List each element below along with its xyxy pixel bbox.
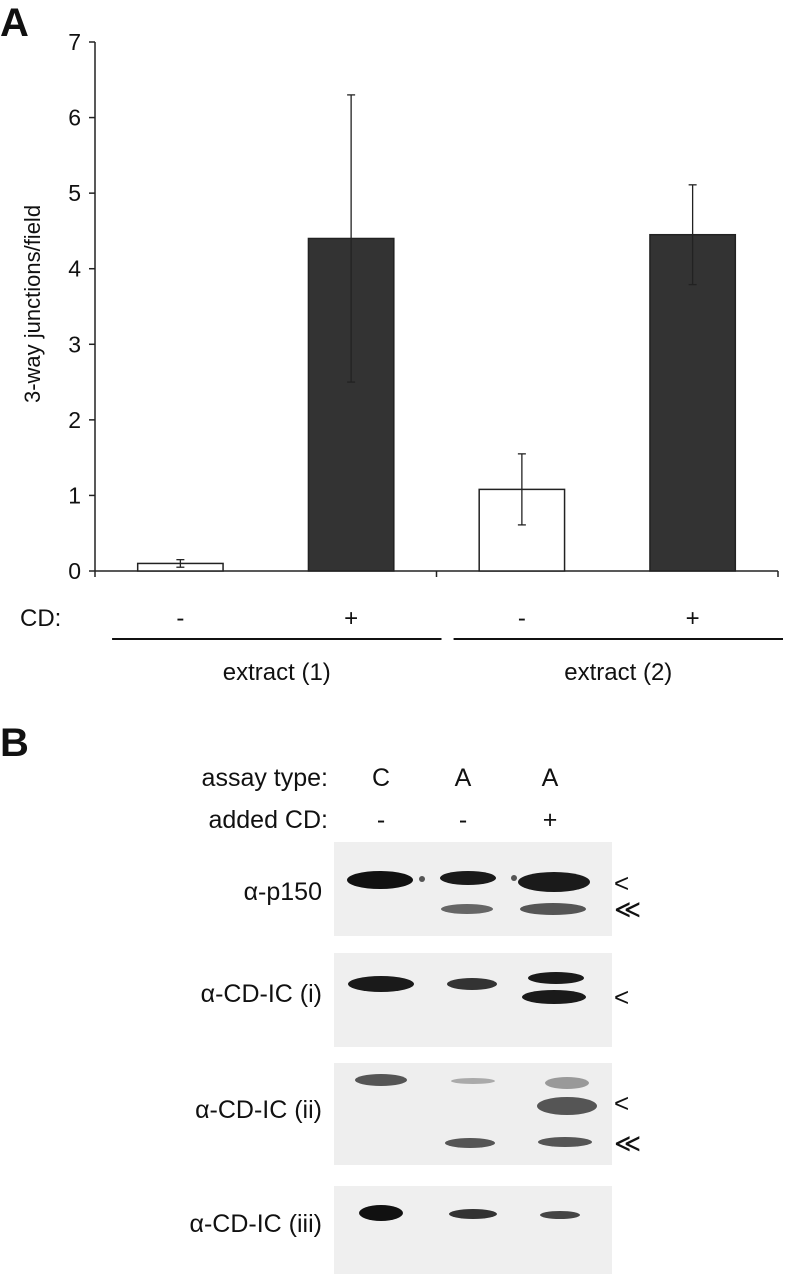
assay-type-lane-3: A [542,764,559,792]
group-labels: extract (1) extract (2) [112,638,783,686]
bars [94,94,779,577]
blot-membrane [334,1186,612,1274]
band [540,1211,580,1219]
x-category-labels: - + - + [176,605,699,632]
marker-single-p150: < [614,868,629,898]
assay-type-lane-2: A [455,764,472,792]
blot-cdic-iii [334,1186,612,1274]
band [545,1077,589,1089]
assay-type-lane-1: C [372,764,390,792]
band [447,978,497,990]
y-axis-label: 3-way junctions/field [20,205,45,403]
y-tick-label: 4 [68,256,81,282]
blot-cdic-ii [334,1063,612,1165]
x-category-label: - [176,605,184,632]
band [537,1097,597,1115]
band [440,871,496,885]
y-tick-label: 0 [68,558,81,584]
assay-type-label: assay type: [202,764,328,792]
y-tick-label: 6 [68,105,81,131]
band [522,990,586,1004]
marker-single-cdic-ii: < [614,1088,629,1118]
y-tick-label: 5 [68,180,81,206]
cd-row-label: CD: [20,605,61,632]
speck [419,876,425,882]
band [348,976,414,992]
band [441,904,493,914]
band [451,1078,495,1084]
band [347,871,413,889]
band [359,1205,403,1221]
x-category-label: + [686,605,700,632]
added-cd-lane-2: - [459,806,467,834]
added-cd-label: added CD: [208,806,328,834]
marker-double-p150: ≪ [614,894,641,924]
y-tick-label: 1 [68,482,81,508]
panel-a-letter: A [0,1,29,45]
x-category-label: + [344,605,358,632]
marker-double-cdic-ii: ≪ [614,1128,641,1158]
y-tick-label: 3 [68,331,81,357]
added-cd-lane-1: - [377,806,385,834]
marker-single-cdic-i: < [614,982,629,1012]
bar [649,233,737,572]
band [449,1209,497,1219]
y-ticks: 0 1 2 3 4 5 6 7 [68,29,95,584]
y-tick-label: 2 [68,407,81,433]
band [520,903,586,915]
blot-label-cdic-iii: α-CD-IC (iii) [190,1210,322,1238]
group-label: extract (2) [564,659,672,686]
blot-label-p150: α-p150 [244,878,322,906]
y-tick-label: 7 [68,29,81,55]
added-cd-lane-3: + [543,806,558,834]
panel-b-letter: B [0,721,29,765]
speck [511,875,517,881]
blot-p150 [334,842,612,936]
band [445,1138,495,1148]
x-category-label: - [518,605,526,632]
group-label: extract (1) [223,659,331,686]
bar-chart: 0 1 2 3 4 5 6 7 - + - + extract (1) extract (2) 3-w… [20,29,783,686]
blot-cdic-i [334,953,612,1047]
band [355,1074,407,1086]
blot-label-cdic-i: α-CD-IC (i) [201,980,322,1008]
band [518,872,590,892]
blot-label-cdic-ii: α-CD-IC (ii) [195,1096,322,1124]
band [528,972,584,984]
band [538,1137,592,1147]
